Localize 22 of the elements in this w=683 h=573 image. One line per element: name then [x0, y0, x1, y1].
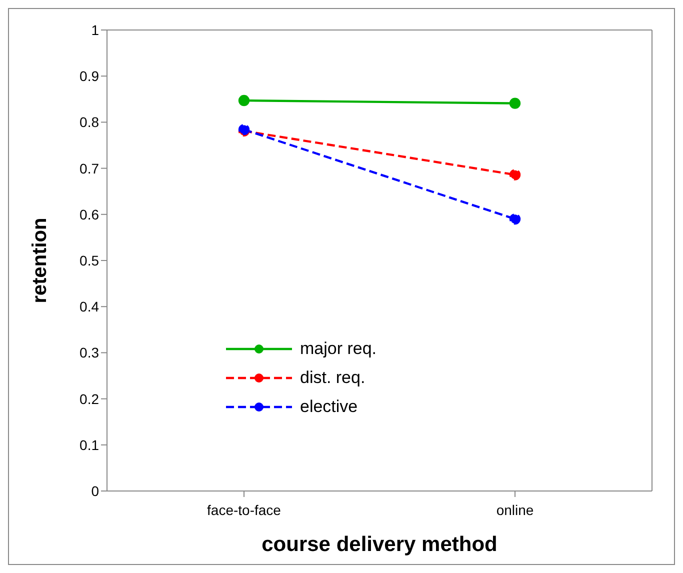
y-tick-label: 0.2 — [80, 390, 100, 407]
point — [238, 94, 250, 106]
point — [509, 213, 521, 225]
y-tick-label: 0.1 — [80, 436, 100, 453]
legend-label: major req. — [300, 338, 377, 358]
y-axis-title: retention — [29, 218, 52, 304]
x-tick-label: online — [496, 502, 534, 518]
legend-label: dist. req. — [300, 368, 366, 388]
y-tick-label: 0.5 — [80, 252, 100, 268]
legend-label: elective — [300, 396, 358, 416]
point — [509, 169, 521, 180]
y-tick-label: 0.9 — [80, 68, 100, 84]
y-tick-label: 0 — [91, 482, 100, 499]
y-tick-label: 0.8 — [80, 114, 100, 130]
point — [509, 98, 521, 109]
y-tick-label: 0.6 — [80, 206, 100, 222]
y-tick-label: 1 — [91, 22, 100, 38]
y-tick-label: 0.3 — [80, 344, 100, 361]
x-axis-title: course delivery method — [262, 533, 498, 556]
y-tick-label: 0.4 — [80, 298, 100, 315]
x-tick-label: face-to-face — [207, 502, 282, 518]
y-tick-label: 0.7 — [80, 160, 100, 176]
